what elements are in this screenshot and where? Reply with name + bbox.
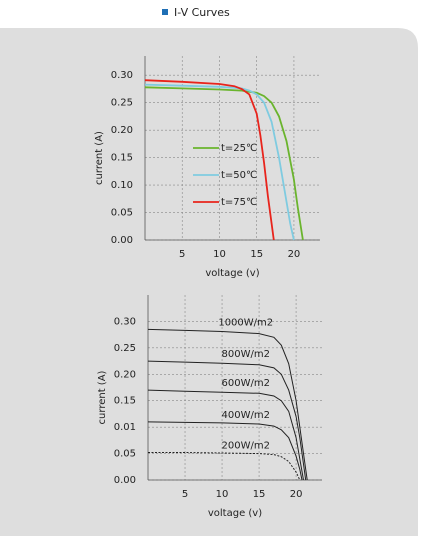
x-tick-label: 10 xyxy=(213,249,226,260)
y-axis-title: current (A) xyxy=(94,131,105,185)
y-tick-label: 0.15 xyxy=(114,396,136,407)
x-tick-label: 5 xyxy=(182,489,188,500)
y-tick-label: 0.30 xyxy=(114,316,136,327)
x-tick-label: 5 xyxy=(179,249,185,260)
legend-label: t=75℃ xyxy=(221,197,257,208)
y-tick-label: 0.20 xyxy=(111,125,133,136)
y-tick-label: 0.15 xyxy=(111,153,133,164)
x-tick-label: 15 xyxy=(250,249,263,260)
page-title: I-V Curves xyxy=(174,6,230,19)
y-tick-label: 0.20 xyxy=(114,369,136,380)
x-tick-label: 15 xyxy=(253,489,266,500)
x-tick-label: 10 xyxy=(216,489,229,500)
series-line xyxy=(144,86,304,241)
x-axis-title: voltage (v) xyxy=(205,268,259,279)
y-tick-label: 0.30 xyxy=(111,70,133,81)
series-label: 400W/m2 xyxy=(222,410,270,421)
y-tick-label: 0.25 xyxy=(114,343,136,354)
y-axis-title: current (A) xyxy=(97,370,108,424)
y-tick-label: 0.01 xyxy=(114,422,136,433)
y-tick-label: 0.05 xyxy=(114,449,136,460)
x-axis-title: voltage (v) xyxy=(208,508,262,519)
legend-label: t=25℃ xyxy=(221,143,257,154)
series-line xyxy=(147,389,304,481)
series-line xyxy=(148,452,301,481)
panel xyxy=(0,28,418,536)
series-line xyxy=(144,79,275,241)
y-tick-label: 0.25 xyxy=(111,98,133,109)
x-tick-label: 20 xyxy=(290,489,303,500)
legend-label: t=50℃ xyxy=(221,170,257,181)
series-line xyxy=(147,360,307,481)
y-tick-label: 0.10 xyxy=(111,180,133,191)
series-label: 1000W/m2 xyxy=(218,317,273,328)
title-bullet xyxy=(162,9,168,15)
x-tick-label: 20 xyxy=(288,249,301,260)
y-tick-label: 0.05 xyxy=(111,208,133,219)
series-label: 600W/m2 xyxy=(222,378,270,389)
y-tick-label: 0.00 xyxy=(111,235,133,246)
series-line xyxy=(144,83,295,241)
series-line xyxy=(147,421,303,481)
series-label: 200W/m2 xyxy=(222,441,270,452)
series-line xyxy=(147,328,308,481)
y-tick-label: 0.00 xyxy=(114,475,136,486)
series-label: 800W/m2 xyxy=(222,349,270,360)
